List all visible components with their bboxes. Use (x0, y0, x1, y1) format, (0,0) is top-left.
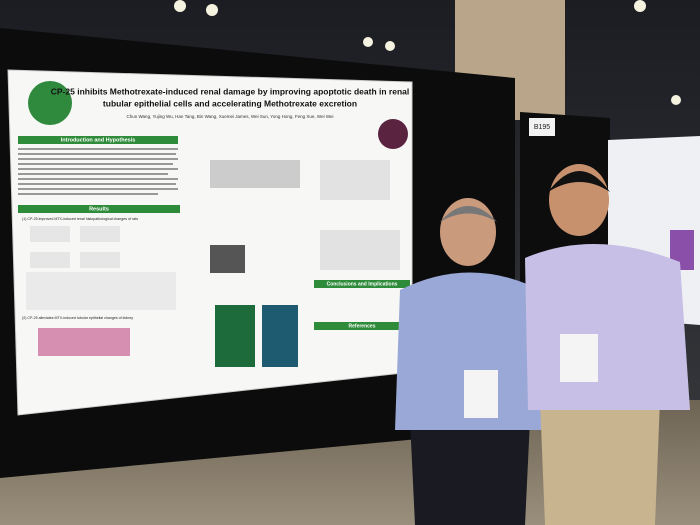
panel-caption: (1) CP-25 improved MTX-induced renal his… (22, 217, 138, 221)
ceiling-lights (174, 0, 681, 105)
section-bar (314, 322, 410, 330)
section-heading: Results (89, 206, 109, 212)
person-left-shirt (395, 272, 548, 430)
person-left-pants (410, 420, 530, 525)
section-bar (18, 136, 178, 144)
panel-caption: (2) CP-25 alleviates MTX-induced tubular… (22, 316, 133, 320)
section-bar (314, 280, 410, 288)
section-bar (18, 205, 180, 213)
section-heading: Introduction and Hypothesis (61, 137, 136, 143)
histology-image (38, 328, 130, 356)
university-logo (28, 81, 72, 125)
person-right-hair (548, 171, 610, 192)
section-heading: References (349, 323, 376, 329)
person-left-hair (440, 206, 497, 222)
poster-body-text (18, 148, 178, 195)
poster-emblem (378, 119, 408, 149)
person-left-badge (464, 370, 498, 418)
person-right-pants (540, 400, 660, 525)
poster-title: tubular epithelial cells and acceleratin… (103, 98, 357, 108)
person-right-shirt (525, 243, 690, 410)
booth-number: B195 (534, 124, 550, 131)
poster-title: CP-25 inhibits Methotrexate-induced rena… (51, 86, 409, 96)
person-right-badge (560, 334, 598, 382)
poster-figures (26, 160, 400, 367)
section-heading: Conclusions and Implications (327, 281, 398, 287)
poster-authors: Chun Wang, Yujing Wu, Han Tang, Bin Wang… (126, 114, 333, 119)
booth-sign (529, 118, 555, 136)
